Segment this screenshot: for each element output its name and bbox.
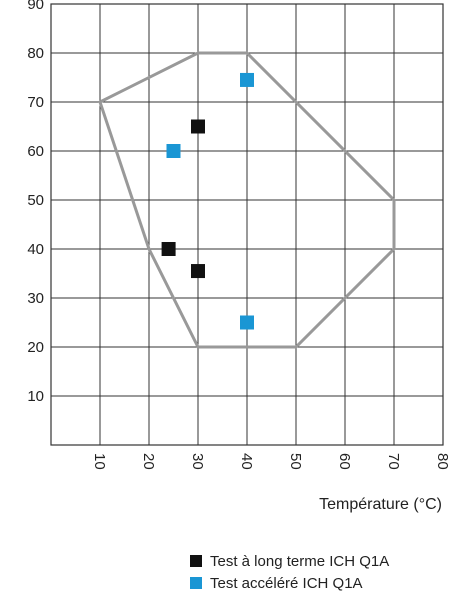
y-tick-label: 80 bbox=[27, 45, 44, 62]
y-tick-label: 20 bbox=[27, 339, 44, 356]
legend-label-accelerated: Test accéléré ICH Q1A bbox=[210, 574, 363, 592]
x-tick-label: 50 bbox=[287, 453, 304, 470]
region-polygon bbox=[98, 51, 396, 349]
point-long-term bbox=[191, 264, 205, 279]
x-tick-label: 70 bbox=[385, 453, 402, 470]
y-tick-label: 30 bbox=[27, 290, 44, 307]
point-accelerated bbox=[166, 144, 181, 158]
y-tick-label: 60 bbox=[27, 143, 44, 160]
legend-swatch-long-term bbox=[190, 555, 202, 567]
x-tick-label: 30 bbox=[189, 453, 206, 470]
grid bbox=[51, 4, 443, 445]
y-tick-label: 10 bbox=[27, 388, 44, 405]
legend: Test à long terme ICH Q1A Test accéléré … bbox=[190, 550, 389, 594]
x-tick-label: 20 bbox=[140, 453, 157, 470]
plot-frame bbox=[50, 3, 444, 446]
x-tick-label: 40 bbox=[238, 453, 255, 470]
x-tick-label: 10 bbox=[91, 453, 108, 470]
point-long-term bbox=[161, 242, 176, 256]
y-tick-label: 70 bbox=[27, 94, 44, 111]
x-tick-label: 80 bbox=[434, 453, 450, 470]
x-axis-label: Température (°C) bbox=[319, 496, 442, 513]
x-tick-label: 60 bbox=[336, 453, 353, 470]
tick-labels: 10 20 30 40 50 60 70 80 10 20 30 40 50 60 70 80 90 bbox=[27, 0, 450, 470]
legend-label-long-term: Test à long terme ICH Q1A bbox=[210, 552, 390, 570]
point-long-term bbox=[191, 119, 205, 134]
y-tick-label: 40 bbox=[27, 241, 44, 258]
chart: 10 20 30 40 50 60 70 80 10 20 30 40 50 60 70 80 90 bbox=[27, 0, 450, 470]
legend-item-accelerated: Test accéléré ICH Q1A bbox=[190, 572, 389, 594]
data-points bbox=[161, 72, 254, 330]
y-tick-label: 90 bbox=[27, 0, 44, 13]
legend-swatch-accelerated bbox=[190, 577, 202, 589]
point-accelerated bbox=[240, 315, 254, 330]
point-accelerated bbox=[240, 72, 254, 87]
legend-item-long-term: Test à long terme ICH Q1A bbox=[190, 550, 389, 572]
y-tick-label: 50 bbox=[27, 192, 44, 209]
